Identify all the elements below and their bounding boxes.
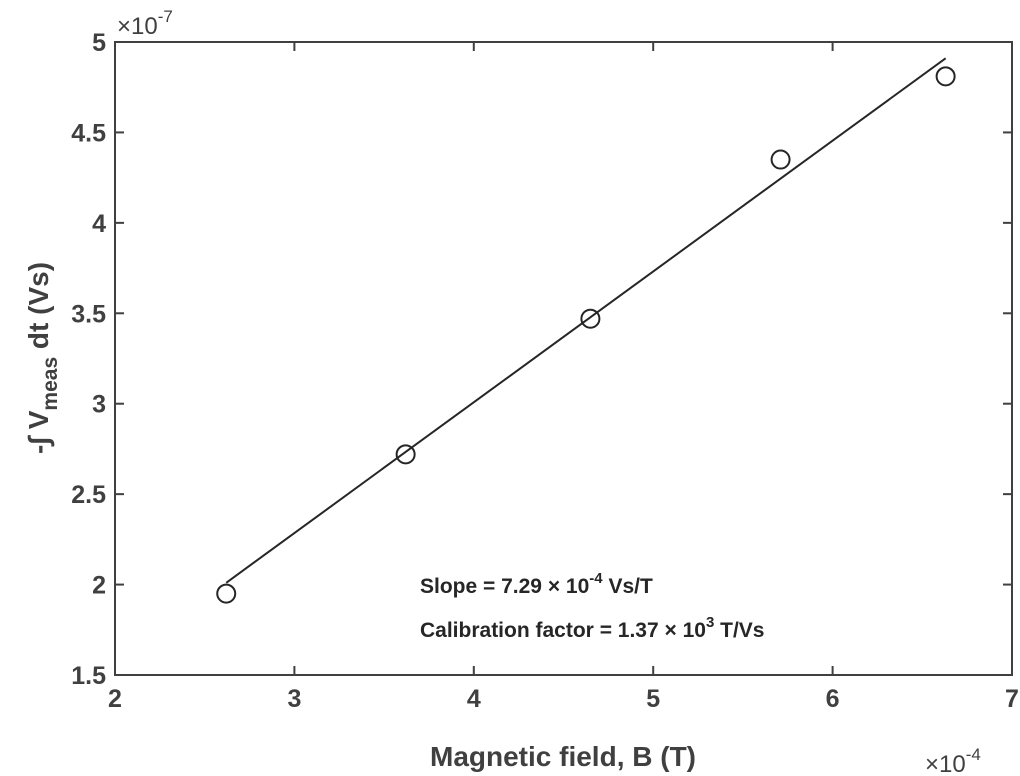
y-tick-label: 5 [92,29,106,57]
y-axis-label: -∫ Vmeas dt (Vs) [23,262,62,454]
x-tick-label: 3 [287,685,301,713]
y-tick-label: 1.5 [71,662,106,690]
y-tick-label: 3.5 [71,300,106,328]
y-label-prefix: -∫ V [23,410,55,454]
calibration-annotation: Calibration factor = 1.37 × 103 T/Vs [420,614,764,642]
x-tick-label: 7 [1005,685,1019,713]
data-point [216,583,237,604]
x-axis-label: Magnetic field, B (T) [430,741,696,772]
y-multiplier: ×10-7 [117,7,173,40]
data-point [395,444,416,465]
plot-frame [114,41,1013,676]
slope-annotation: Slope = 7.29 × 10-4 Vs/T [420,570,653,598]
axes: 2 3 4 5 6 71.522.533.544.55 [71,29,1019,713]
y-tick-label: 3 [92,391,106,419]
fit-line [225,57,947,584]
x-multiplier: ×10-4 [925,745,981,776]
y-label-suffix: dt (Vs) [23,262,54,357]
y-tick-label: 4 [92,210,106,238]
data-point [770,149,791,170]
y-label-subscript: meas [39,357,62,411]
y-tick-label: 2 [92,572,106,600]
x-tick-label: 6 [826,685,840,713]
marks [216,57,956,604]
data-point [580,308,601,329]
y-tick-label: 4.5 [71,119,106,147]
x-tick-label: 2 [108,685,122,713]
x-tick-label: 4 [467,685,481,713]
y-tick-label: 2.5 [71,481,106,509]
x-tick-label: 5 [646,685,660,713]
data-point [935,66,956,87]
